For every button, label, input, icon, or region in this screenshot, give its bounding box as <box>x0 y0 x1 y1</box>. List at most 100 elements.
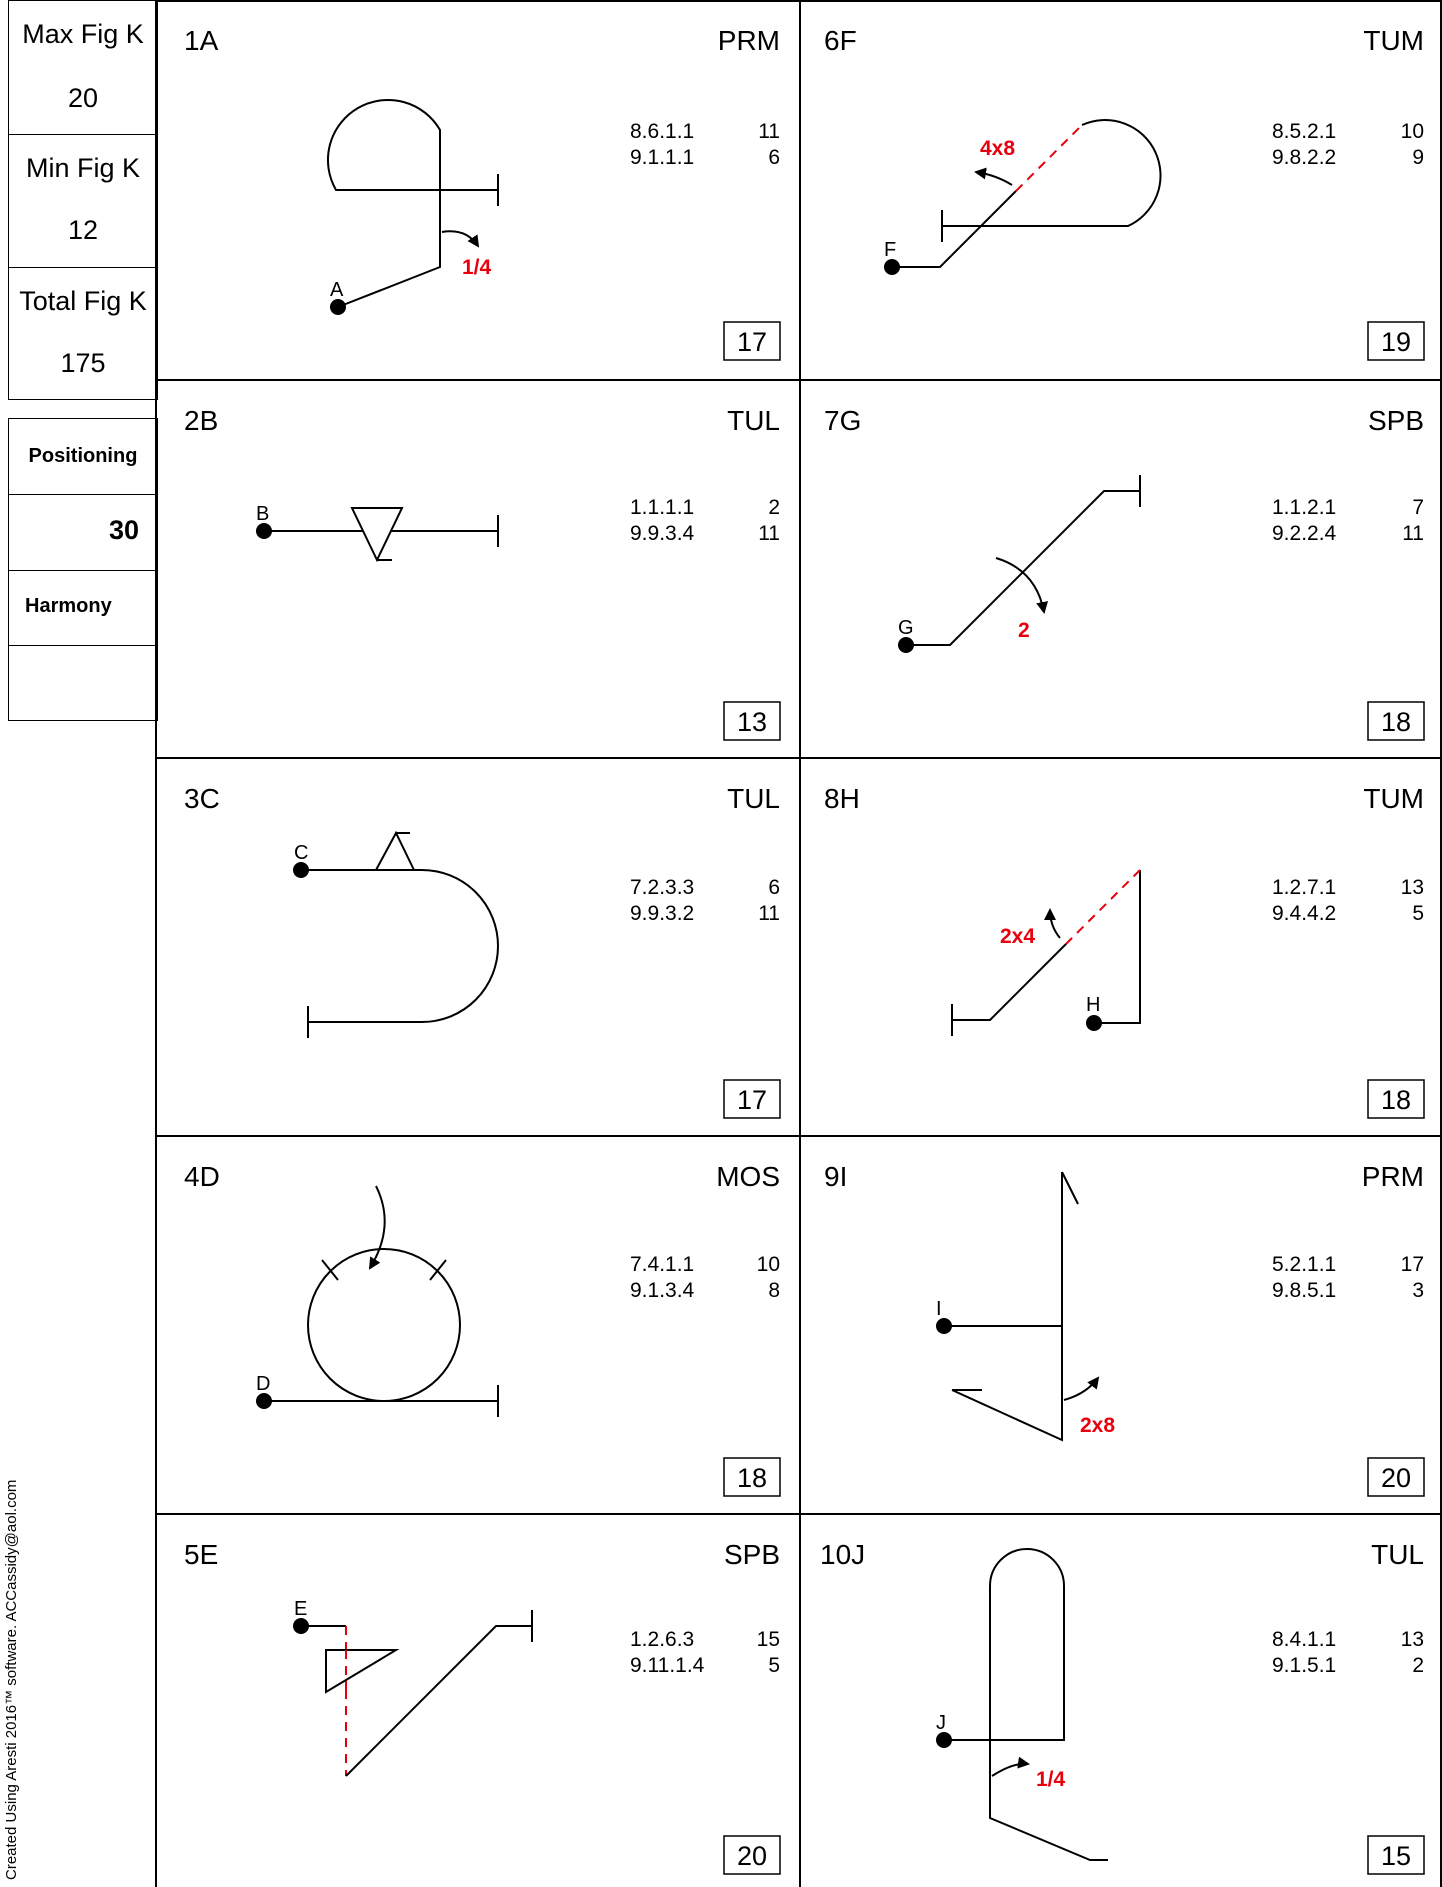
catalog-k: 13 <box>1401 1628 1424 1651</box>
figure-code: SPB <box>724 1539 780 1570</box>
k-total: 18 <box>737 1463 767 1493</box>
entry-letter: A <box>330 279 344 301</box>
catalog-k: 2 <box>1412 1654 1424 1677</box>
figure-drawing <box>326 98 499 315</box>
max-fig-k-cell: Max Fig K 20 <box>9 1 157 135</box>
roll-label: 4x8 <box>980 137 1015 160</box>
figure-id: 1A <box>184 25 219 56</box>
roll-label: 2x4 <box>1000 925 1035 948</box>
k-total-box <box>723 321 781 361</box>
total-fig-k-cell: Total Fig K 175 <box>9 268 157 401</box>
entry-letter: J <box>936 1712 946 1734</box>
k-total-box <box>1367 701 1425 741</box>
figure-9I: 9I PRM 5.2.1.1 17 9.8.5.1 3 20 I 2x8 <box>824 1161 1425 1497</box>
entry-letter: B <box>256 503 269 525</box>
catalog-number: 1.1.1.1 <box>630 496 694 519</box>
figure-code: SPB <box>1368 405 1424 436</box>
catalog-number: 9.2.2.4 <box>1272 522 1337 545</box>
figure-id: 9I <box>824 1161 847 1192</box>
catalog-number: 9.8.2.2 <box>1272 146 1336 169</box>
total-fig-k-label: Total Fig K <box>19 286 147 316</box>
catalog-k: 11 <box>1402 522 1424 545</box>
catalog-number: 9.1.3.4 <box>630 1279 695 1302</box>
catalog-k: 5 <box>1412 902 1424 925</box>
roll-label: 2x8 <box>1080 1414 1115 1437</box>
catalog-k: 8 <box>768 1279 780 1302</box>
figure-code: TUM <box>1363 25 1424 56</box>
catalog-k: 11 <box>758 902 780 925</box>
catalog-number: 5.2.1.1 <box>1272 1253 1336 1276</box>
harmony-label: Harmony <box>25 595 112 617</box>
k-total-box <box>723 1079 781 1119</box>
entry-letter: C <box>294 842 308 864</box>
k-total: 19 <box>1381 327 1411 357</box>
entry-letter: E <box>294 1598 307 1620</box>
figure-7G: 7G SPB 1.1.2.1 7 9.2.2.4 11 18 G 2 <box>824 405 1425 741</box>
catalog-k: 7 <box>1412 496 1424 519</box>
catalog-k: 10 <box>1401 120 1424 143</box>
figure-code: PRM <box>1362 1161 1424 1192</box>
entry-letter: H <box>1086 994 1100 1016</box>
figure-code: TUL <box>727 783 780 814</box>
k-total-box <box>1367 1079 1425 1119</box>
figure-code: TUL <box>727 405 780 436</box>
figure-code: TUM <box>1363 783 1424 814</box>
figure-2B: 2B TUL 1.1.1.1 2 9.9.3.4 11 13 B <box>184 405 781 741</box>
figure-id: 5E <box>184 1539 218 1570</box>
catalog-number: 9.11.1.4 <box>630 1654 705 1677</box>
catalog-number: 9.9.3.2 <box>630 902 694 925</box>
k-summary-box: Max Fig K 20 Min Fig K 12 Total Fig K 17… <box>8 0 158 400</box>
figure-10J: 10J TUL 8.4.1.1 13 9.1.5.1 2 15 J 1/4 <box>820 1539 1425 1875</box>
k-total: 18 <box>1381 707 1411 737</box>
k-total-box <box>1367 321 1425 361</box>
positioning-value: 30 <box>108 515 139 545</box>
figure-8H: 8H TUM 1.2.7.1 13 9.4.4.2 5 18 H 2x4 <box>824 783 1425 1119</box>
figure-drawing <box>936 1548 1108 1861</box>
catalog-number: 8.4.1.1 <box>1272 1628 1336 1651</box>
k-total: 18 <box>1381 1085 1411 1115</box>
total-fig-k-value: 175 <box>60 348 106 378</box>
catalog-k: 11 <box>758 522 780 545</box>
positioning-label: Positioning <box>28 445 138 467</box>
roll-label: 2 <box>1018 619 1030 642</box>
figure-1A: 1A PRM 8.6.1.1 11 9.1.1.1 6 17 A 1/4 <box>184 25 781 361</box>
k-total-box <box>723 701 781 741</box>
catalog-k: 11 <box>758 120 780 143</box>
catalog-k: 6 <box>768 146 780 169</box>
catalog-number: 1.1.2.1 <box>1272 496 1336 519</box>
entry-letter: G <box>898 617 914 639</box>
k-total-box <box>1367 1835 1425 1875</box>
roll-label: 1/4 <box>1036 1768 1066 1791</box>
figure-drawing <box>898 475 1141 653</box>
positioning-value-cell: 30 <box>9 495 157 571</box>
figure-3C: 3C TUL 7.2.3.3 6 9.9.3.2 11 17 C <box>184 783 781 1119</box>
positioning-label-cell: Positioning <box>9 419 157 495</box>
catalog-k: 15 <box>757 1628 780 1651</box>
figure-4D: 4D MOS 7.4.1.1 10 9.1.3.4 8 18 D <box>184 1161 781 1497</box>
entry-letter: F <box>884 239 896 261</box>
figure-code: PRM <box>718 25 780 56</box>
k-total: 17 <box>737 1085 767 1115</box>
catalog-k: 2 <box>768 496 780 519</box>
figure-id: 3C <box>184 783 220 814</box>
min-fig-k-label: Min Fig K <box>25 153 141 183</box>
k-total-box <box>723 1835 781 1875</box>
catalog-k: 17 <box>1401 1253 1424 1276</box>
entry-letter: I <box>936 1298 942 1320</box>
catalog-number: 8.6.1.1 <box>630 120 694 143</box>
figure-drawing <box>884 119 1162 275</box>
catalog-number: 9.1.1.1 <box>630 146 694 169</box>
catalog-number: 9.4.4.2 <box>1272 902 1336 925</box>
k-total: 17 <box>737 327 767 357</box>
catalog-number: 1.2.6.3 <box>630 1628 694 1651</box>
catalog-k: 10 <box>757 1253 780 1276</box>
figure-drawing <box>256 507 499 563</box>
k-total: 13 <box>737 707 767 737</box>
scoring-box: Positioning 30 Harmony <box>8 418 158 721</box>
figure-drawing <box>293 1610 533 1777</box>
catalog-number: 9.8.5.1 <box>1272 1279 1336 1302</box>
catalog-k: 5 <box>768 1654 780 1677</box>
grid-lines <box>155 0 1442 1887</box>
